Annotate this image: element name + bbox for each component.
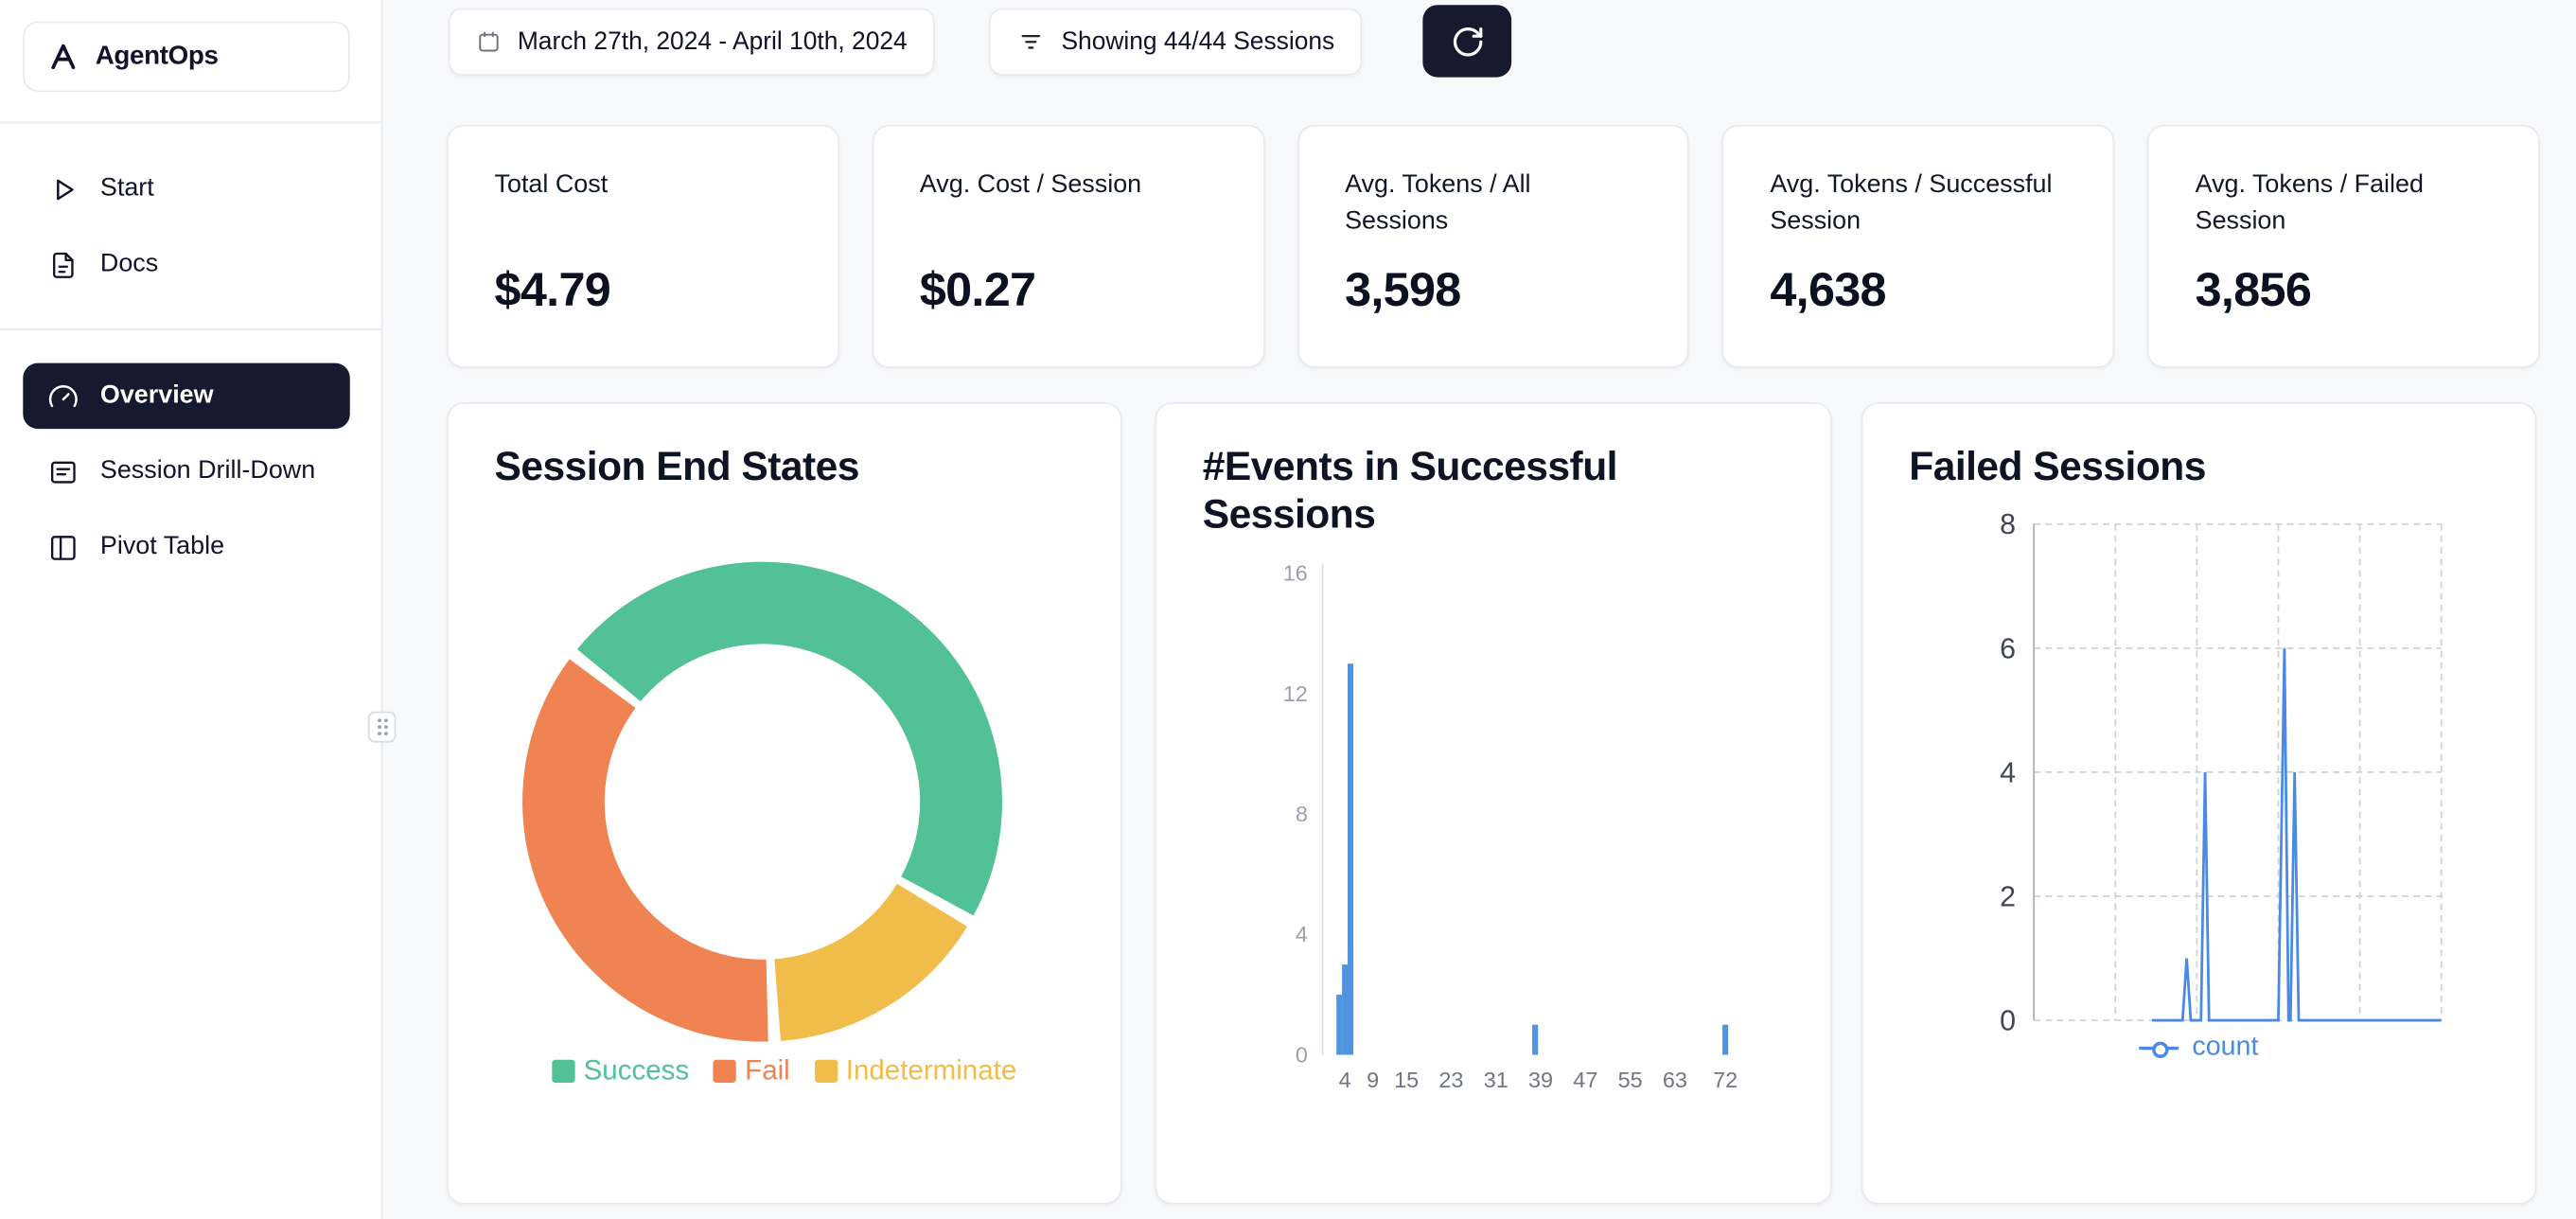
sidebar-item-label: Docs — [99, 249, 159, 278]
sidebar-item-label: Start — [99, 174, 154, 203]
sidebar-resize-handle[interactable] — [367, 711, 397, 743]
svg-text:16: 16 — [1283, 561, 1308, 586]
stat-card-avg-tokens-failed: Avg. Tokens / Failed Session 3,856 — [2147, 124, 2540, 368]
stat-label: Avg. Tokens / All Sessions — [1345, 170, 1531, 236]
svg-text:55: 55 — [1618, 1068, 1643, 1092]
agentops-logo-icon — [46, 40, 80, 74]
document-icon — [47, 249, 79, 280]
sidebar-divider — [0, 121, 383, 124]
sidebar-divider — [0, 328, 383, 330]
legend-swatch — [552, 1059, 575, 1084]
date-range-label: March 27th, 2024 - April 10th, 2024 — [517, 27, 908, 57]
donut-legend-item[interactable]: Indeterminate — [814, 1054, 1017, 1088]
donut-legend-item[interactable]: Fail — [714, 1055, 790, 1088]
svg-text:8: 8 — [1296, 802, 1308, 826]
logo[interactable]: AgentOps — [23, 21, 350, 93]
grip-dots-icon — [377, 718, 388, 736]
svg-text:12: 12 — [1283, 681, 1308, 706]
sidebar-item-label: Session Drill-Down — [99, 456, 316, 486]
svg-text:8: 8 — [2000, 508, 2016, 540]
sidebar-item-overview[interactable]: Overview — [23, 362, 350, 430]
chart-title: #Events in Successful Sessions — [1202, 445, 1618, 538]
svg-text:15: 15 — [1394, 1068, 1419, 1092]
legend-label: Indeterminate — [845, 1054, 1017, 1086]
filter-icon — [1017, 28, 1046, 57]
donut-legend: Success Fail Indeterminate — [449, 1055, 1120, 1088]
svg-text:4: 4 — [1296, 922, 1308, 946]
chart-title: Session End States — [494, 445, 860, 490]
list-panel-icon — [47, 456, 79, 487]
chart-title: Failed Sessions — [1909, 445, 2206, 490]
session-end-states-card: Session End States Success Fail Indeterm… — [447, 402, 1122, 1205]
gauge-icon — [47, 380, 79, 412]
failed-sessions-card: Failed Sessions 0 2 4 6 8 count — [1861, 402, 2538, 1206]
count-legend[interactable]: count — [1863, 1032, 2535, 1063]
count-legend-label: count — [2192, 1032, 2259, 1062]
stat-card-avg-tokens-successful: Avg. Tokens / Successful Session 4,638 — [1722, 124, 2115, 368]
stat-value: 3,856 — [2195, 264, 2312, 318]
stat-card-avg-tokens-all: Avg. Tokens / All Sessions 3,598 — [1297, 124, 1690, 368]
events-histogram-card: #Events in Successful Sessions 0 4 8 12 16 4 9… — [1155, 402, 1833, 1206]
svg-text:9: 9 — [1367, 1068, 1379, 1092]
svg-text:2: 2 — [2000, 880, 2016, 912]
sidebar-item-start[interactable]: Start — [23, 156, 349, 221]
play-icon — [47, 173, 79, 204]
stat-value: $0.27 — [919, 264, 1036, 318]
stat-card-avg-cost-session: Avg. Cost / Session $0.27 — [872, 124, 1265, 368]
svg-text:72: 72 — [1713, 1068, 1738, 1092]
sidebar-item-label: Pivot Table — [99, 532, 225, 560]
svg-text:23: 23 — [1438, 1068, 1463, 1092]
sidebar-item-session-drill-down[interactable]: Session Drill-Down — [23, 439, 349, 504]
app-name: AgentOps — [95, 42, 219, 70]
svg-text:39: 39 — [1528, 1068, 1553, 1092]
legend-label: Fail — [745, 1054, 790, 1086]
legend-swatch — [814, 1059, 838, 1084]
legend-label: Success — [583, 1054, 690, 1086]
sidebar-item-docs[interactable]: Docs — [23, 232, 349, 297]
count-legend-marker — [2139, 1039, 2179, 1058]
svg-text:0: 0 — [2000, 1004, 2016, 1036]
sidebar-item-pivot-table[interactable]: Pivot Table — [23, 514, 349, 579]
sessions-filter-label: Showing 44/44 Sessions — [1061, 27, 1335, 57]
sidebar-item-label: Overview — [99, 380, 214, 410]
columns-icon — [47, 532, 79, 563]
stat-value: 3,598 — [1345, 264, 1461, 318]
donut-legend-item[interactable]: Success — [552, 1054, 690, 1088]
stats-row: Total Cost $4.79 Avg. Cost / Session $0.… — [447, 124, 2540, 368]
svg-text:6: 6 — [2000, 632, 2016, 664]
stat-label: Avg. Tokens / Successful Session — [1770, 170, 2053, 236]
calendar-icon — [476, 29, 501, 54]
legend-swatch — [714, 1059, 737, 1084]
svg-text:63: 63 — [1663, 1068, 1687, 1092]
stat-card-total-cost: Total Cost $4.79 — [447, 124, 839, 368]
stat-label: Avg. Cost / Session — [919, 170, 1142, 200]
svg-text:0: 0 — [1296, 1042, 1308, 1067]
sidebar: AgentOps Start Docs Overview — [0, 0, 383, 1219]
stat-value: $4.79 — [494, 264, 611, 318]
sessions-filter-button[interactable]: Showing 44/44 Sessions — [989, 8, 1363, 76]
svg-text:4: 4 — [1339, 1068, 1351, 1092]
stat-label: Total Cost — [494, 170, 609, 200]
svg-text:4: 4 — [2000, 756, 2016, 788]
date-range-button[interactable]: March 27th, 2024 - April 10th, 2024 — [448, 8, 936, 76]
refresh-button[interactable] — [1422, 5, 1512, 78]
svg-text:47: 47 — [1573, 1068, 1597, 1092]
session-end-states-donut[interactable] — [516, 556, 1009, 1049]
stat-value: 4,638 — [1770, 264, 1886, 318]
failed-sessions-chart[interactable]: 0 2 4 6 8 — [1863, 404, 2538, 1206]
svg-text:31: 31 — [1484, 1068, 1509, 1092]
refresh-icon — [1450, 24, 1484, 58]
stat-label: Avg. Tokens / Failed Session — [2195, 170, 2424, 236]
